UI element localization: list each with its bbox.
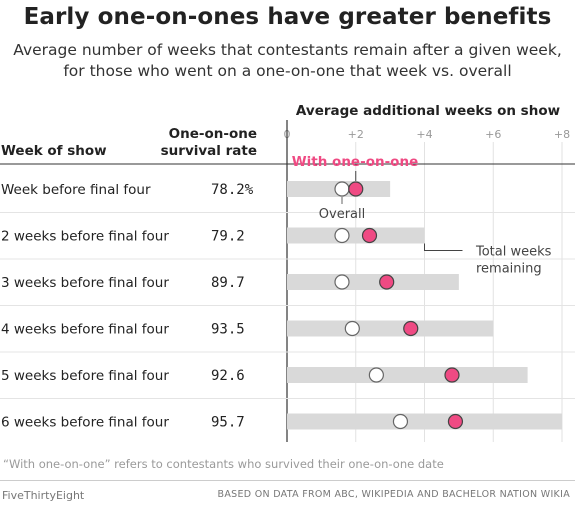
with-one-on-one-label: With one-on-one	[292, 154, 418, 170]
total-weeks-bar	[287, 274, 459, 290]
overall-point	[344, 320, 360, 337]
dot-range-chart: Week of show One-on-one survival rate Av…	[0, 103, 575, 442]
chart-row: 5 weeks before final four 92.6	[1, 367, 528, 384]
x-tick-label: +8	[554, 128, 570, 141]
overall-point	[334, 181, 350, 197]
chart-row: 3 weeks before final four 89.7	[1, 274, 459, 291]
overall-point	[392, 413, 409, 430]
row-week-label: 6 weeks before final four	[1, 415, 169, 431]
x-tick-label: +2	[348, 128, 364, 141]
row-survival-rate: 79.2	[211, 229, 245, 245]
rate-column-header-line2: survival rate	[161, 143, 257, 159]
total-weeks-bar	[287, 413, 562, 430]
row-survival-rate: 95.7	[211, 415, 245, 431]
row-survival-rate: 78.2%	[211, 182, 254, 198]
brand-logo-text: FiveThirtyEight	[2, 489, 85, 502]
overall-point	[334, 227, 350, 244]
one-on-one-point	[447, 413, 464, 430]
chart-title: Early one-on-ones have greater benefits	[23, 4, 552, 30]
footnote: “With one-on-one” refers to contestants …	[3, 457, 444, 471]
week-column-header: Week of show	[1, 143, 107, 159]
footer-divider	[0, 480, 575, 481]
total-weeks-bar	[287, 227, 425, 244]
row-week-label: 3 weeks before final four	[1, 275, 169, 291]
one-on-one-point	[444, 367, 460, 383]
row-week-label: 4 weeks before final four	[1, 322, 169, 338]
overall-label: Overall	[319, 207, 365, 222]
total-weeks-label-line2: remaining	[476, 262, 542, 277]
rate-column-header-line1: One-on-one	[169, 126, 257, 142]
row-week-label: 5 weeks before final four	[1, 368, 169, 384]
one-on-one-point	[403, 320, 419, 337]
total-weeks-label-line1: Total weeks	[475, 245, 552, 260]
total-weeks-bar	[287, 320, 494, 337]
chart-row: 2 weeks before final four 79.2	[1, 227, 425, 245]
x-tick-label: +4	[416, 128, 432, 141]
one-on-one-point	[348, 181, 364, 197]
chart-row: 4 weeks before final four 93.5	[1, 320, 494, 338]
row-week-label: Week before final four	[1, 182, 151, 198]
row-survival-rate: 92.6	[211, 368, 245, 384]
one-on-one-point	[361, 227, 378, 244]
x-tick-label: +6	[485, 128, 501, 141]
row-week-label: 2 weeks before final four	[1, 229, 169, 245]
chart-row: Week before final four 78.2%	[1, 181, 391, 198]
source-credit: BASED ON DATA FROM ABC, WIKIPEDIA AND BA…	[217, 489, 570, 500]
total-weeks-bar	[287, 367, 528, 383]
total-weeks-leader	[424, 243, 463, 251]
row-survival-rate: 89.7	[211, 275, 245, 291]
axis-title: Average additional weeks on show	[296, 103, 560, 119]
chart-subtitle: Average number of weeks that contestants…	[13, 41, 562, 80]
overall-point	[334, 274, 350, 290]
row-survival-rate: 93.5	[211, 322, 245, 338]
overall-point	[368, 367, 384, 383]
one-on-one-point	[379, 274, 395, 290]
chart-row: 6 weeks before final four 95.7	[1, 413, 562, 431]
